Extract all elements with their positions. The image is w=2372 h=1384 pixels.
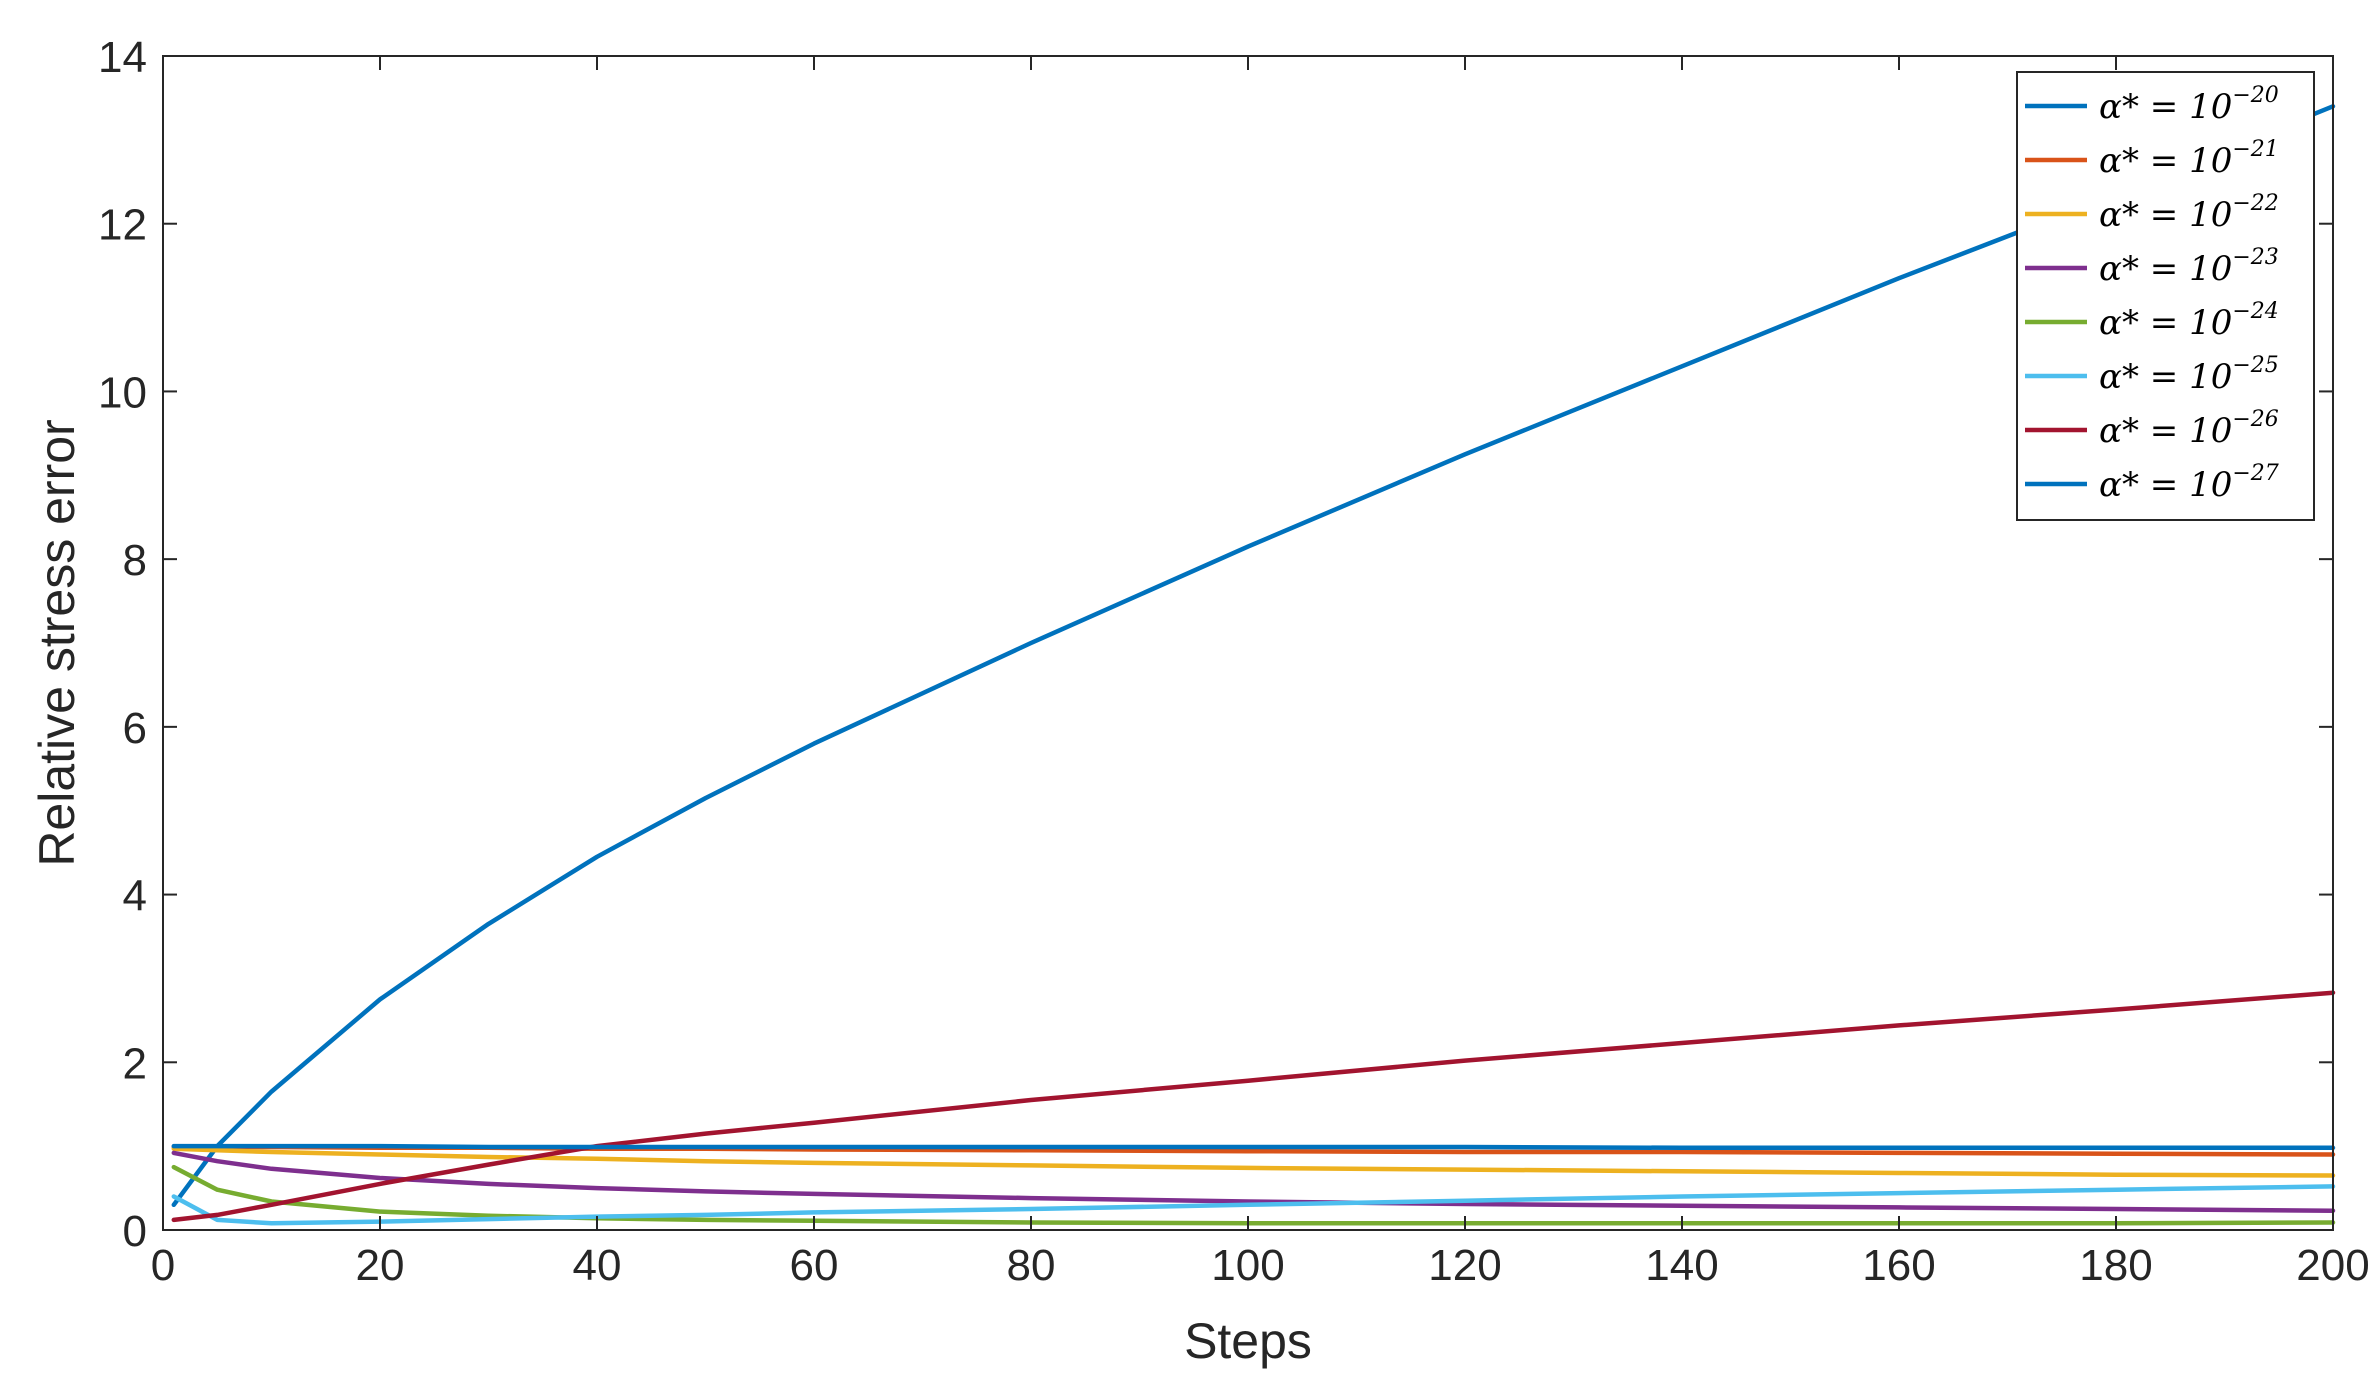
y-tick-label: 4 — [123, 872, 147, 921]
series-line-4 — [171, 1150, 2336, 1213]
legend-entry: α* = 10−24 — [2099, 299, 2279, 343]
legend-box — [2016, 71, 2315, 521]
y-tick-label: 12 — [98, 201, 147, 250]
legend-entry-base: α* = 10 — [2099, 195, 2232, 235]
legend-entry-base: α* = 10 — [2099, 411, 2232, 451]
legend-entry: α* = 10−23 — [2099, 245, 2279, 289]
legend-entry-base: α* = 10 — [2099, 249, 2232, 289]
legend-entry-exponent: −20 — [2232, 83, 2278, 108]
x-tick-label: 40 — [573, 1241, 622, 1290]
series-line-6 — [171, 1184, 2336, 1226]
legend-entry: α* = 10−27 — [2099, 461, 2279, 505]
legend-entry-base: α* = 10 — [2099, 87, 2232, 127]
y-tick-label: 10 — [98, 368, 147, 417]
legend-entry-exponent: −27 — [2232, 461, 2278, 486]
legend-entry-base: α* = 10 — [2099, 141, 2232, 181]
series-line-3 — [171, 1146, 2336, 1178]
legend-entry: α* = 10−21 — [2099, 137, 2279, 181]
x-tick-label: 180 — [2079, 1241, 2152, 1290]
x-tick-label: 80 — [1007, 1241, 1056, 1290]
plot-frame — [162, 55, 2334, 1231]
legend-entry: α* = 10−22 — [2099, 191, 2279, 235]
legend-entry: α* = 10−20 — [2099, 83, 2279, 127]
legend-entry-exponent: −24 — [2232, 299, 2278, 324]
legend-entry-exponent: −21 — [2232, 137, 2278, 162]
x-tick-label: 0 — [151, 1241, 175, 1290]
legend-entry-exponent: −23 — [2232, 245, 2278, 270]
y-tick-label: 2 — [123, 1039, 147, 1088]
y-tick-label: 14 — [98, 33, 147, 82]
y-tick-label: 6 — [123, 704, 147, 753]
y-tick-label: 8 — [123, 536, 147, 585]
legend-entry: α* = 10−25 — [2099, 353, 2279, 397]
plot-background — [163, 56, 2333, 1230]
legend-entry-base: α* = 10 — [2099, 303, 2232, 343]
x-tick-label: 60 — [790, 1241, 839, 1290]
x-tick-label: 160 — [1862, 1241, 1935, 1290]
x-axis-label: Steps — [1184, 1313, 1312, 1369]
x-tick-label: 200 — [2296, 1241, 2369, 1290]
series-line-7 — [171, 990, 2336, 1223]
legend-entry-base: α* = 10 — [2099, 357, 2232, 397]
y-axis-label: Relative stress error — [29, 419, 85, 866]
y-tick-label: 0 — [123, 1207, 147, 1256]
legend: α* = 10−20α* = 10−21α* = 10−22α* = 10−23… — [2016, 71, 2315, 521]
x-tick-label: 120 — [1428, 1241, 1501, 1290]
series-line-1 — [171, 104, 2336, 1208]
legend-entry-exponent: −22 — [2232, 191, 2278, 216]
x-tick-label: 100 — [1211, 1241, 1284, 1290]
ticks-layer: 0 20 40 60 80 100 120 140 160 180 200 0 2 4 6 8 10 12 14 — [98, 33, 2370, 1290]
legend-entry-base: α* = 10 — [2099, 465, 2232, 505]
x-tick-label: 20 — [356, 1241, 405, 1290]
x-tick-label: 140 — [1645, 1241, 1718, 1290]
legend-entry-exponent: −25 — [2232, 353, 2278, 378]
legend-entry: α* = 10−26 — [2099, 407, 2279, 451]
legend-entry-exponent: −26 — [2232, 407, 2278, 432]
series-line-8 — [171, 1143, 2336, 1151]
